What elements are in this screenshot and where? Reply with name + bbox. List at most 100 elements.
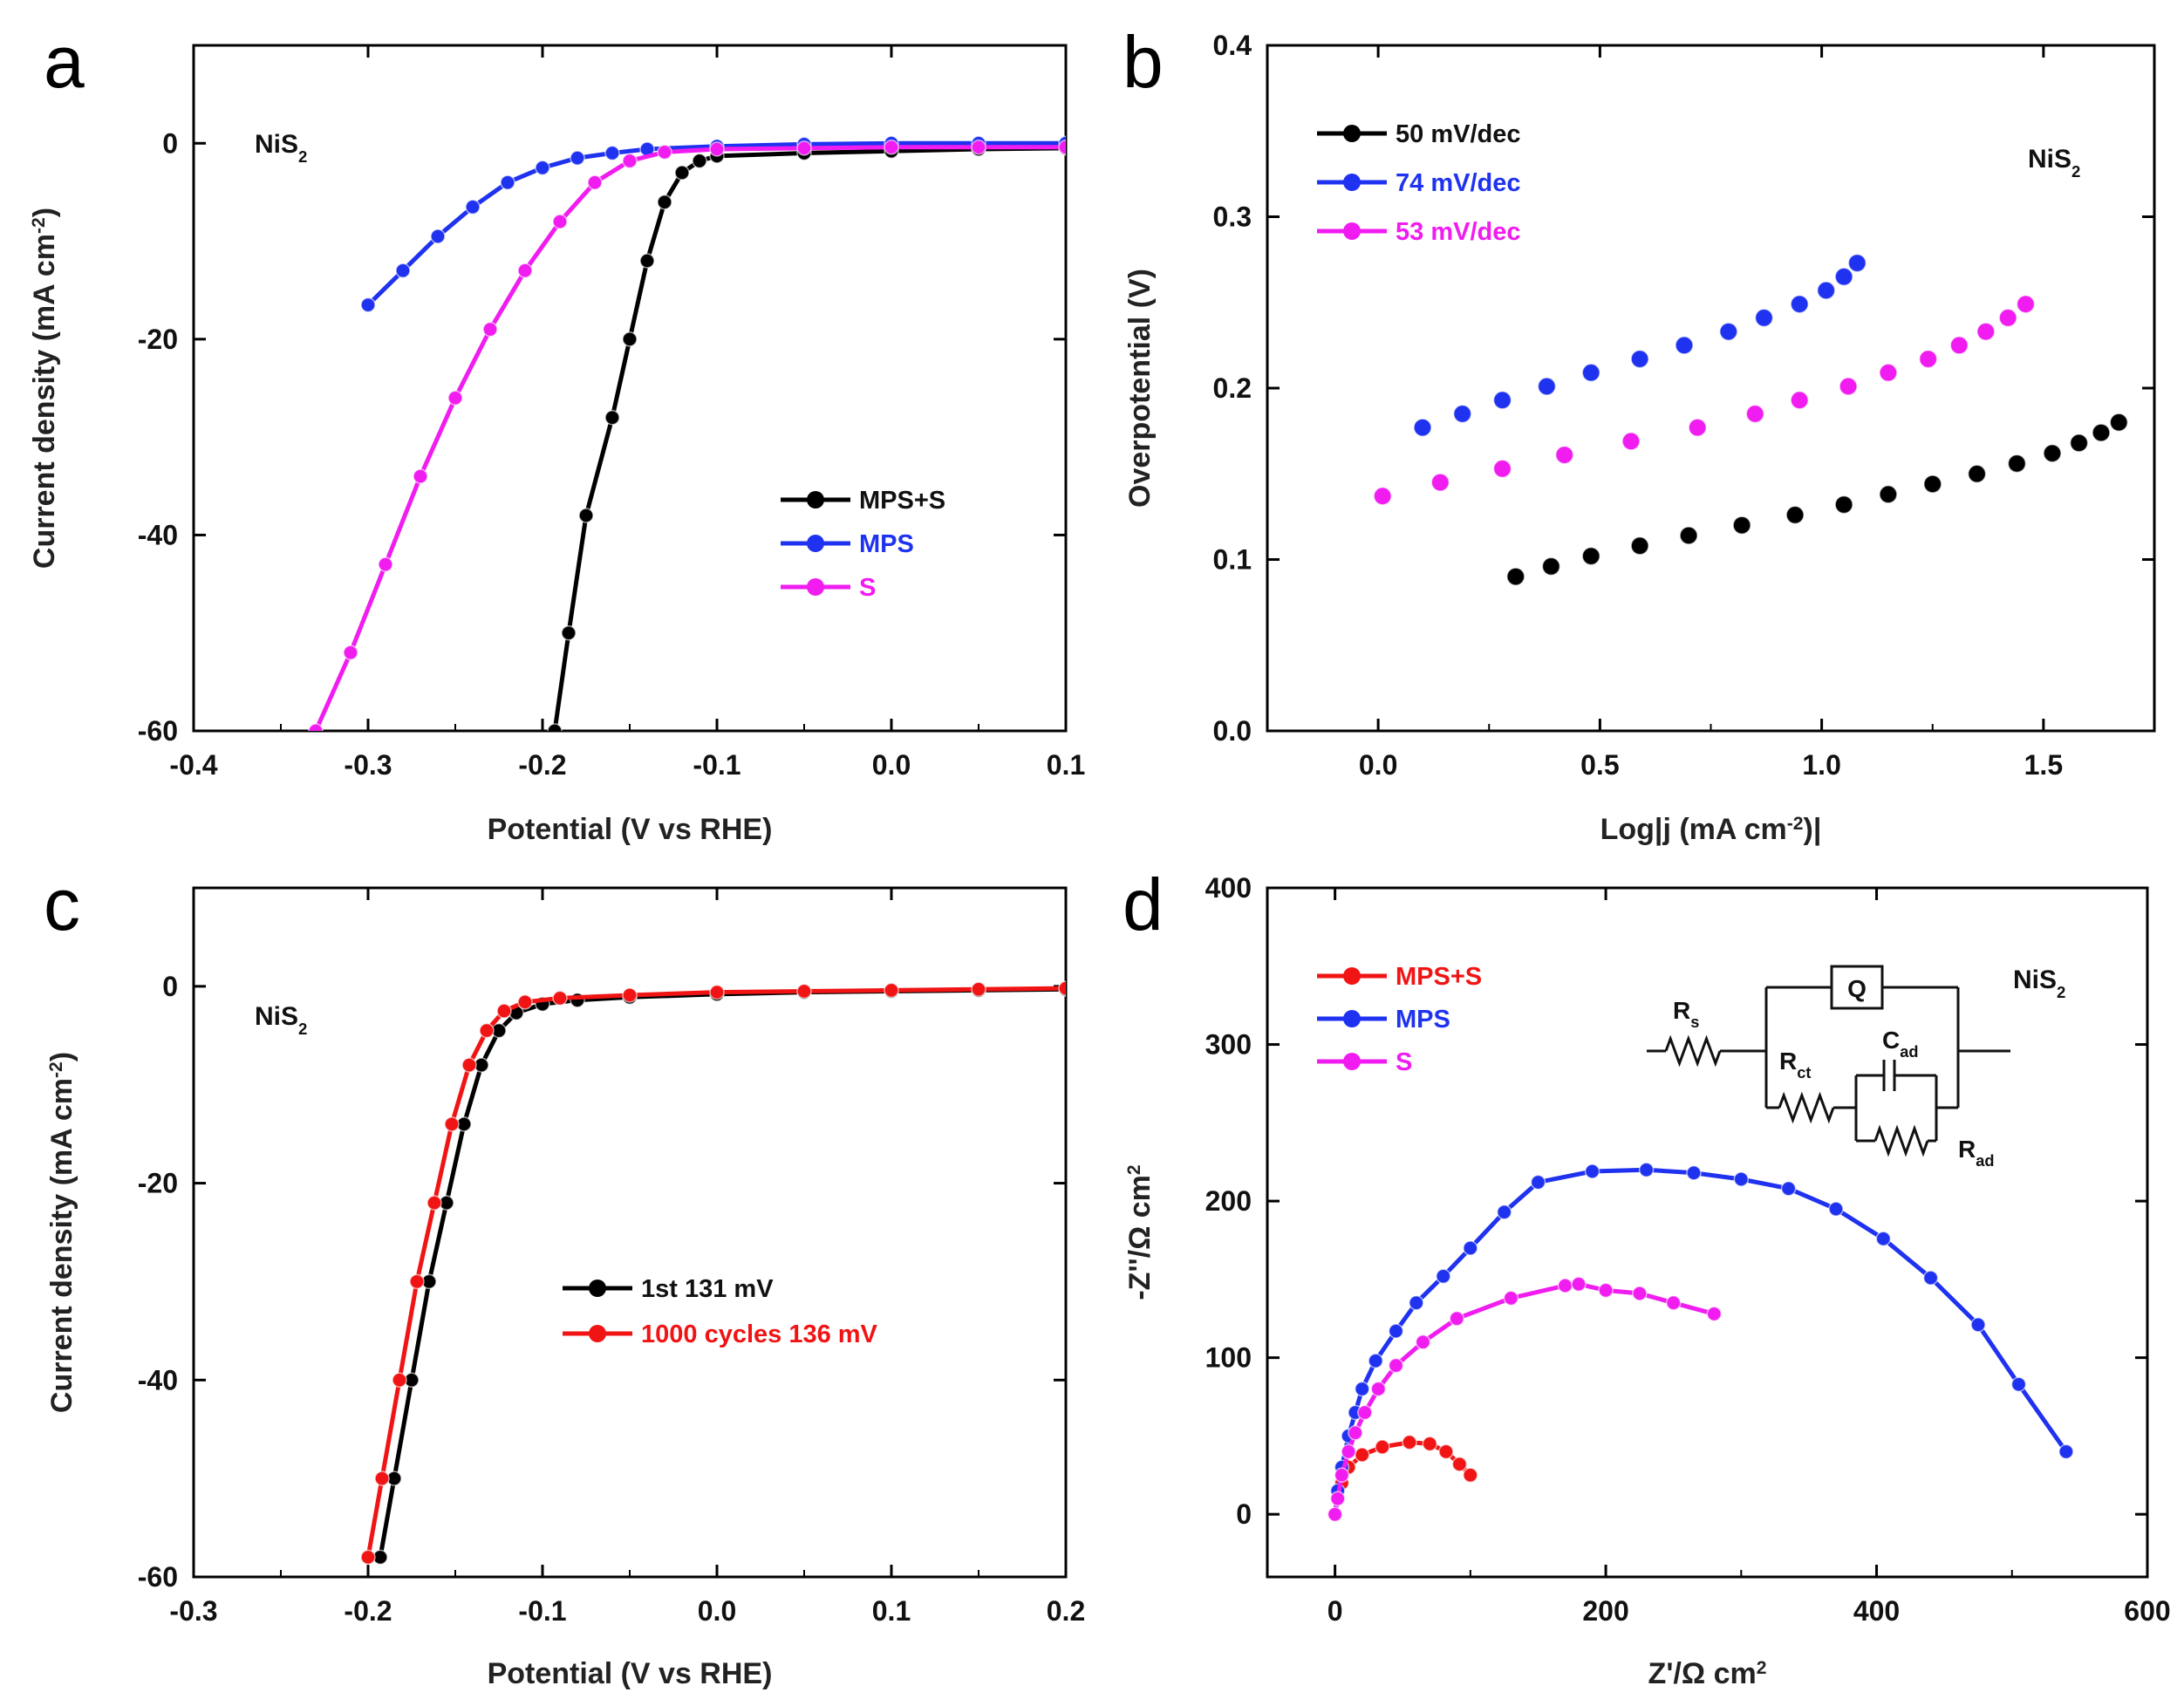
data-point	[578, 508, 594, 523]
data-point	[639, 253, 655, 269]
data-point	[409, 1273, 425, 1290]
y-tick-label: 100	[1205, 1342, 1252, 1374]
legend-marker	[589, 1325, 606, 1342]
data-point	[1632, 1286, 1648, 1301]
x-tick-label: -0.3	[169, 1595, 217, 1627]
data-point	[427, 1195, 442, 1211]
y-tick-label: 0.2	[1213, 372, 1252, 404]
x-tick-label: 600	[2124, 1595, 2170, 1627]
data-point	[1998, 308, 2017, 328]
x-axis-label: Log|j (mA cm-2)|	[1600, 813, 1822, 846]
data-point	[1530, 1174, 1546, 1191]
data-point	[971, 140, 986, 155]
data-point	[657, 194, 672, 210]
data-point	[570, 150, 585, 166]
data-point	[1675, 336, 1694, 355]
data-point	[971, 981, 986, 997]
data-point	[1463, 1467, 1478, 1484]
y-tick-label: -60	[138, 1561, 178, 1593]
series-mps	[1327, 1162, 2074, 1522]
data-point	[604, 409, 620, 426]
legend-marker	[589, 1280, 606, 1297]
panel-letter: a	[44, 21, 85, 103]
x-tick-label: -0.2	[344, 1595, 392, 1627]
y-tick-label: -40	[138, 1364, 178, 1396]
legend-item-s: S	[781, 574, 876, 602]
rad-label: Rad	[1958, 1136, 1994, 1170]
series-line	[1333, 1281, 1715, 1515]
y-tick-label: -60	[138, 715, 178, 747]
material-annotation: NiS2	[2028, 145, 2080, 181]
data-point	[1557, 1278, 1573, 1293]
data-point	[1541, 556, 1561, 577]
data-point	[2016, 294, 2036, 314]
x-tick-label: 0	[1327, 1595, 1343, 1627]
data-point	[1452, 404, 1472, 424]
y-tick-label: 0	[162, 127, 178, 159]
plot-frame	[1266, 886, 2149, 1579]
data-point	[1496, 1204, 1512, 1220]
legend-item-50-mv-dec: 50 mV/dec	[1317, 120, 1520, 148]
x-axis-label: Potential (V vs RHE)	[488, 1657, 773, 1690]
data-point	[1967, 464, 1987, 484]
data-point	[517, 263, 533, 279]
legend-label: S	[859, 574, 876, 602]
data-point	[1354, 1447, 1370, 1463]
data-point	[1492, 459, 1512, 479]
data-point	[1745, 404, 1765, 424]
legend-marker	[1343, 222, 1361, 240]
data-point	[796, 983, 812, 1000]
x-tick-label: 1.0	[1802, 749, 1840, 781]
panel-letter: c	[44, 863, 80, 945]
data-point	[308, 723, 324, 731]
legend-marker	[1343, 174, 1361, 191]
data-point	[1348, 1425, 1363, 1441]
data-point	[1451, 1456, 1468, 1472]
legend-item-s: S	[1317, 1048, 1412, 1076]
data-point	[1413, 418, 1432, 437]
y-tick-label: 200	[1205, 1185, 1252, 1217]
legend-item-1000-cycles: 1000 cycles 136 mV	[563, 1320, 878, 1348]
legend-item-74-mv-dec: 74 mV/dec	[1317, 169, 1520, 197]
legend-label: MPS+S	[1396, 963, 1482, 991]
data-point	[1503, 1290, 1519, 1307]
data-point	[1785, 505, 1805, 525]
data-point	[1329, 1491, 1346, 1506]
legend-item-mps-s: MPS+S	[781, 487, 945, 515]
legend-label: 74 mV/dec	[1396, 169, 1520, 197]
data-point	[884, 982, 899, 999]
data-point	[1463, 1240, 1478, 1256]
data-point	[604, 145, 620, 161]
series-line	[552, 146, 1066, 731]
data-point	[461, 1057, 477, 1073]
data-point	[1492, 391, 1512, 410]
panel-c: -0.3 -0.2 -0.1 0.0 0.1 0.2 -60 -40 -20 0 Potential…	[44, 863, 1085, 1690]
data-point	[1584, 1163, 1600, 1179]
data-point	[709, 141, 725, 157]
panel-letter: b	[1123, 21, 1164, 103]
material-annotation: NiS2	[2013, 966, 2065, 1001]
legend-item-1st: 1st 131 mV	[563, 1275, 774, 1303]
x-tick-label: 400	[1853, 1595, 1900, 1627]
data-point	[1949, 336, 1969, 355]
data-point	[1554, 445, 1574, 465]
legend-marker	[807, 535, 824, 552]
data-point	[1719, 322, 1738, 341]
data-point	[552, 990, 568, 1007]
data-point	[392, 1372, 407, 1389]
data-point	[2043, 443, 2062, 463]
series-line	[378, 986, 1066, 1558]
data-point	[1537, 377, 1557, 396]
rct-label: Rct	[1779, 1047, 1811, 1082]
data-point	[1638, 1162, 1655, 1177]
x-tick-label: 200	[1582, 1595, 1628, 1627]
data-point	[622, 153, 638, 169]
data-point	[1357, 1404, 1373, 1421]
circuit-inset: Rs Q Rct Cad Rad	[1647, 965, 2010, 1170]
data-point	[395, 263, 411, 279]
x-tick-label: 0.1	[872, 1595, 911, 1627]
legend-item-mps-s: MPS+S	[1317, 963, 1482, 991]
x-tick-label: 0.0	[872, 749, 911, 781]
data-point	[1354, 1381, 1370, 1397]
panel-a: -0.4 -0.3 -0.2 -0.1 0.0 0.1 -60 -40 -20 0 Potentia…	[28, 21, 1085, 846]
